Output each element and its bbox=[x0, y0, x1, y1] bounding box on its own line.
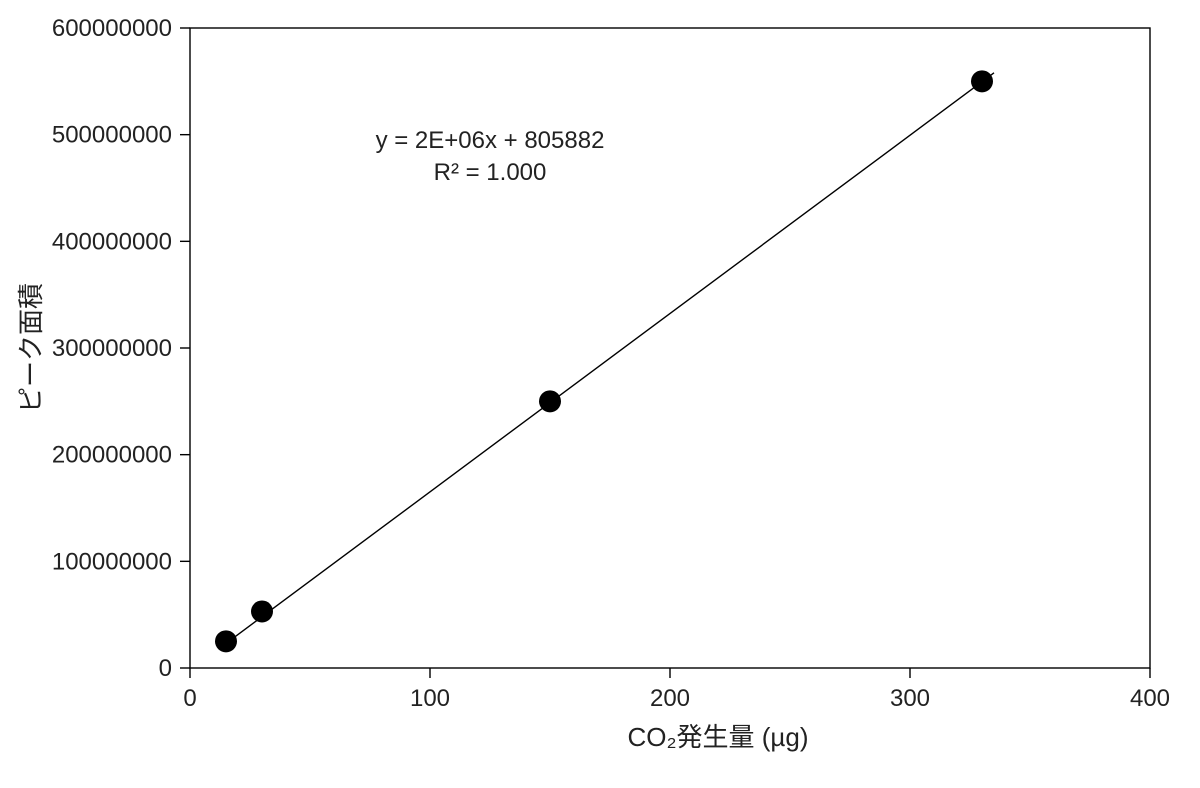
chart-svg: 0 100 200 300 400 0 100000000 200000000 30000000… bbox=[0, 0, 1200, 783]
x-tick-label: 0 bbox=[183, 685, 196, 712]
y-tick-label: 300000000 bbox=[52, 335, 172, 362]
data-point bbox=[539, 390, 561, 412]
y-tick-label: 400000000 bbox=[52, 228, 172, 255]
trendline bbox=[219, 72, 994, 648]
y-tick-label: 100000000 bbox=[52, 548, 172, 575]
data-point bbox=[971, 70, 993, 92]
x-tick-label: 400 bbox=[1130, 685, 1170, 712]
equation-line1: y = 2E+06x + 805882 bbox=[376, 127, 605, 154]
x-tick-label: 200 bbox=[650, 685, 690, 712]
y-tick-label: 500000000 bbox=[52, 121, 172, 148]
data-point bbox=[251, 600, 273, 622]
x-axis-label: CO₂発生量 (µg) bbox=[627, 722, 808, 752]
y-tick-label: 200000000 bbox=[52, 441, 172, 468]
y-tick-label: 600000000 bbox=[52, 15, 172, 42]
equation-line2: R² = 1.000 bbox=[434, 159, 547, 186]
x-tick-label: 300 bbox=[890, 685, 930, 712]
calibration-chart: 0 100 200 300 400 0 100000000 200000000 30000000… bbox=[0, 0, 1200, 788]
y-axis-label: ピーク面積 bbox=[16, 282, 46, 412]
x-tick-label: 100 bbox=[410, 685, 450, 712]
y-tick-label: 0 bbox=[159, 655, 172, 682]
data-point bbox=[215, 630, 237, 652]
plot-border bbox=[190, 28, 1150, 668]
